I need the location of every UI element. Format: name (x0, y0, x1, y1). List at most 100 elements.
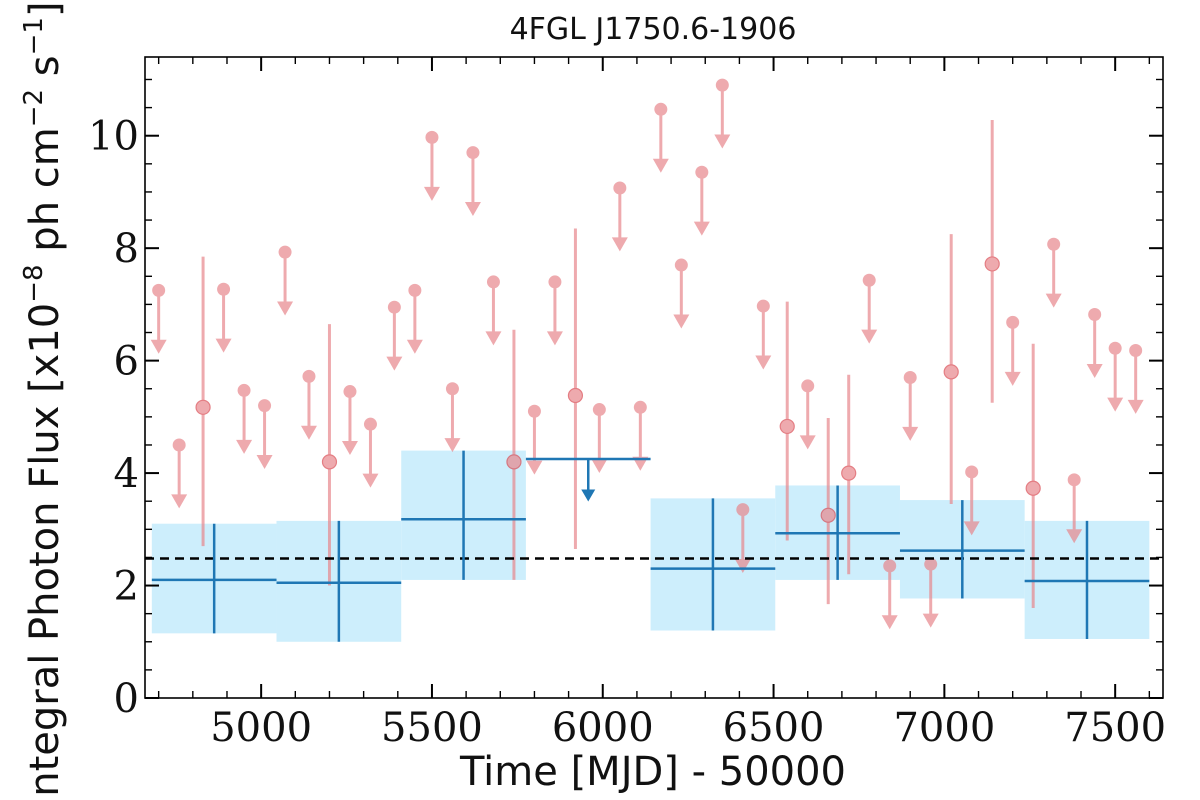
yearly-upper-limit (525, 457, 651, 502)
monthly-ul-marker (1088, 308, 1102, 322)
monthly-upper-limit (546, 275, 563, 346)
monthly-ul-marker (302, 369, 316, 383)
monthly-ul-arrow (1045, 293, 1062, 308)
monthly-ul-arrow (171, 494, 188, 509)
monthly-ul-marker (654, 102, 668, 116)
monthly-ul-marker (613, 181, 627, 195)
monthly-ul-marker (883, 559, 897, 573)
y-axis-label-exp1: −8 (19, 264, 49, 302)
monthly-ul-marker (258, 399, 272, 413)
monthly-ul-arrow (902, 426, 919, 441)
monthly-ul-arrow (150, 339, 167, 354)
yearly-point (899, 500, 1025, 599)
monthly-marker (779, 418, 795, 435)
monthly-upper-limit (673, 258, 690, 329)
yearly-point (1024, 520, 1150, 639)
monthly-upper-limit (215, 282, 232, 353)
y-axis-label-mid2: s (22, 55, 68, 89)
monthly-ul-arrow (714, 134, 731, 149)
monthly-ul-marker (1067, 473, 1081, 487)
monthly-upper-limit (922, 557, 939, 628)
monthly-ul-marker (1047, 237, 1061, 251)
chart-title: 4FGL J1750.6-1906 (510, 12, 797, 47)
y-tick-label: 2 (114, 564, 139, 610)
monthly-upper-limit (150, 283, 167, 354)
monthly-ul-arrow (1004, 371, 1021, 386)
monthly-upper-limit (171, 438, 188, 509)
monthly-ul-arrow (693, 221, 710, 236)
monthly-marker (321, 454, 338, 470)
monthly-marker (820, 507, 836, 523)
monthly-ul-marker (592, 403, 606, 417)
monthly-marker (195, 399, 211, 415)
monthly-ul-arrow (1086, 363, 1103, 378)
y-tick-label: 4 (114, 451, 139, 497)
monthly-ul-marker (1006, 315, 1020, 329)
y-tick-label: 8 (114, 226, 139, 272)
yearly-point (650, 498, 776, 631)
monthly-ul-marker (862, 273, 876, 287)
monthly-ul-arrow (406, 339, 423, 354)
monthly-upper-limit (963, 465, 980, 536)
monthly-ul-arrow (236, 439, 253, 454)
monthly-ul-marker (548, 275, 562, 289)
monthly-ul-marker (278, 245, 292, 259)
monthly-ul-arrow (734, 559, 751, 574)
monthly-upper-limit (1045, 237, 1062, 308)
monthly-point (984, 119, 1000, 403)
y-tick-label: 10 (88, 114, 139, 160)
yearly-point (401, 450, 526, 580)
monthly-ul-arrow (341, 440, 358, 455)
monthly-upper-limit (902, 371, 919, 441)
monthly-upper-limit (341, 385, 358, 455)
monthly-ul-marker (363, 417, 377, 431)
monthly-upper-limit (714, 78, 731, 149)
y-tick-label: 6 (114, 339, 139, 385)
monthly-ul-marker (756, 299, 770, 313)
x-tick-label: 7000 (893, 705, 995, 751)
monthly-point (779, 301, 795, 541)
y-axis-label: Integral Photon Flux [x10−8 ph cm−2 s−1] (19, 1, 68, 800)
monthly-ul-arrow (611, 237, 628, 252)
monthly-ul-arrow (861, 329, 878, 344)
monthly-ul-arrow (444, 438, 461, 453)
x-axis-label: Time [MJD] - 50000 (459, 749, 846, 795)
monthly-marker (506, 454, 522, 470)
monthly-ul-arrow (591, 458, 608, 473)
monthly-point (195, 256, 211, 547)
monthly-upper-limit (423, 130, 440, 201)
monthly-ul-marker (1129, 344, 1143, 358)
monthly-ul-marker (527, 404, 541, 418)
monthly-ul-marker (695, 165, 709, 179)
monthly-upper-limit (236, 383, 253, 454)
monthly-ul-marker (217, 282, 231, 296)
monthly-upper-limit (362, 417, 379, 488)
y-axis-label-mid: ph cm (22, 127, 68, 264)
monthly-ul-marker (172, 438, 186, 452)
monthly-upper-limit (591, 403, 608, 473)
plot-area (145, 78, 1163, 642)
monthly-ul-marker (903, 371, 917, 384)
monthly-marker (567, 387, 584, 404)
yearly-point (276, 520, 402, 642)
yearly-ul-arrow (581, 489, 596, 502)
monthly-upper-limit (406, 283, 423, 354)
monthly-upper-limit (444, 382, 461, 453)
monthly-ul-marker (924, 557, 938, 571)
monthly-ul-marker (425, 130, 439, 144)
monthly-upper-limit (1004, 315, 1021, 386)
yearly-point (151, 523, 277, 634)
monthly-ul-arrow (673, 314, 690, 329)
axes: 5000 5500 6000 6500 7000 7500 0 2 4 6 8 10 (88, 56, 1166, 751)
monthly-ul-arrow (423, 186, 440, 201)
monthly-ul-marker (152, 283, 166, 297)
monthly-point (567, 228, 584, 549)
monthly-upper-limit (277, 245, 294, 316)
monthly-ul-marker (1108, 341, 1122, 355)
monthly-ul-arrow (386, 356, 403, 371)
monthly-upper-limit (1086, 308, 1103, 378)
monthly-ul-marker (466, 146, 480, 160)
monthly-upper-limit (256, 399, 273, 470)
plot-frame (144, 56, 1164, 699)
